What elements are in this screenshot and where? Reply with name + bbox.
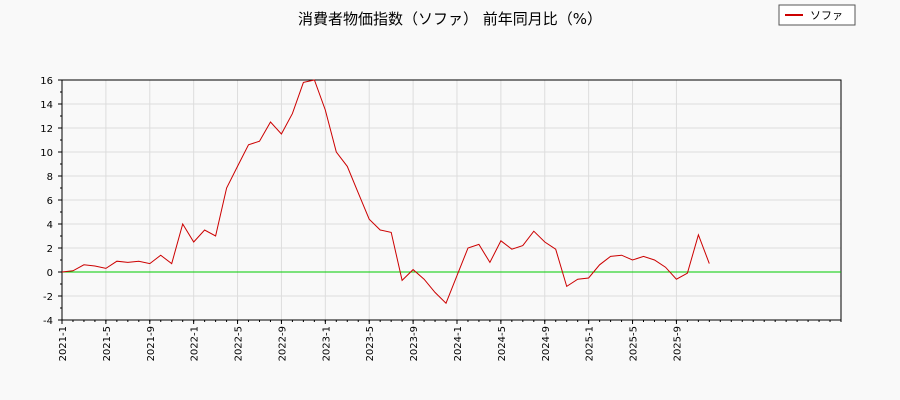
series-line bbox=[61, 79, 710, 305]
y-tick-label: 14 bbox=[40, 100, 53, 111]
x-tick-label: 2023-5 bbox=[365, 326, 376, 361]
x-tick-label: 2021-1 bbox=[58, 326, 69, 361]
y-tick-label: 0 bbox=[47, 268, 53, 279]
x-tick-label: 2024-1 bbox=[453, 326, 464, 361]
y-tick-label: -4 bbox=[43, 316, 53, 327]
x-tick-label: 2021-9 bbox=[146, 326, 157, 361]
legend: ソファ bbox=[778, 4, 856, 26]
axes: -4 -2 0 2 4 6 8 10 12 14 16 2021-1 2021-5 2021-9 2022-… bbox=[40, 76, 842, 361]
x-tick-label: 2025-1 bbox=[585, 326, 596, 361]
y-tick-label: 8 bbox=[47, 172, 53, 183]
x-tick-label: 2022-9 bbox=[277, 326, 288, 361]
x-tick-label: 2022-1 bbox=[190, 326, 201, 361]
chart-title: 消費者物価指数（ソファ） 前年同月比（%） bbox=[298, 10, 602, 28]
plot-area bbox=[61, 79, 841, 305]
x-tick-label: 2023-9 bbox=[409, 326, 420, 361]
x-tick-label: 2024-9 bbox=[541, 326, 552, 361]
x-tick-label: 2023-1 bbox=[321, 326, 332, 361]
grid bbox=[61, 79, 841, 321]
y-tick-label: 10 bbox=[40, 148, 53, 159]
y-tick-label: -2 bbox=[43, 292, 53, 303]
y-tick-label: 16 bbox=[40, 76, 53, 87]
x-tick-label: 2022-5 bbox=[234, 326, 245, 361]
plot-frame bbox=[61, 79, 842, 321]
x-tick-label: 2025-9 bbox=[672, 326, 683, 361]
y-tick-label: 4 bbox=[47, 220, 53, 231]
y-tick-label: 12 bbox=[40, 124, 53, 135]
legend-box bbox=[778, 4, 856, 26]
x-tick-label: 2021-5 bbox=[102, 326, 113, 361]
y-tick-label: 2 bbox=[47, 244, 53, 255]
x-tick-label: 2025-5 bbox=[629, 326, 640, 361]
y-tick-label: 6 bbox=[47, 196, 53, 207]
x-tick-label: 2024-5 bbox=[497, 326, 508, 361]
legend-label: ソファ bbox=[810, 9, 843, 22]
